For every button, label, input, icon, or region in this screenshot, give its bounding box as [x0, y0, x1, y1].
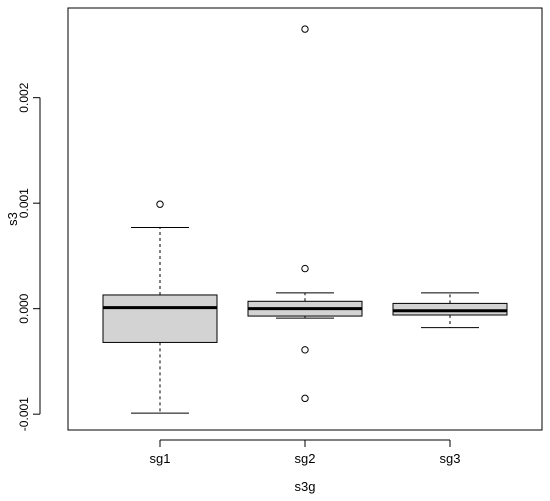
x-axis-label: s3g — [295, 479, 316, 494]
y-tick-label: 0.000 — [17, 293, 31, 323]
x-axis: sg1 sg2 sg3 — [150, 439, 461, 466]
outlier-point — [156, 200, 164, 208]
y-tick-label: -0.001 — [17, 397, 31, 431]
iqr-box — [392, 302, 508, 316]
outlier-point — [301, 346, 309, 354]
y-tick-label: 0.002 — [17, 82, 31, 112]
x-tick-label: sg2 — [295, 451, 316, 466]
box-sg2 — [247, 25, 363, 403]
box-sg1 — [102, 200, 218, 414]
x-tick-label: sg3 — [440, 451, 461, 466]
box-sg3 — [392, 292, 508, 329]
iqr-box — [102, 294, 218, 343]
plot-frame — [67, 7, 543, 431]
y-axis: -0.001 0.000 0.001 0.002 — [17, 82, 41, 431]
x-tick-label: sg1 — [150, 451, 171, 466]
outlier-point — [301, 394, 309, 403]
outlier-point — [301, 264, 309, 273]
y-axis-label: s3 — [5, 212, 20, 226]
y-tick-label: 0.001 — [17, 188, 31, 218]
outlier-point — [301, 25, 309, 33]
boxes-layer — [102, 25, 508, 414]
